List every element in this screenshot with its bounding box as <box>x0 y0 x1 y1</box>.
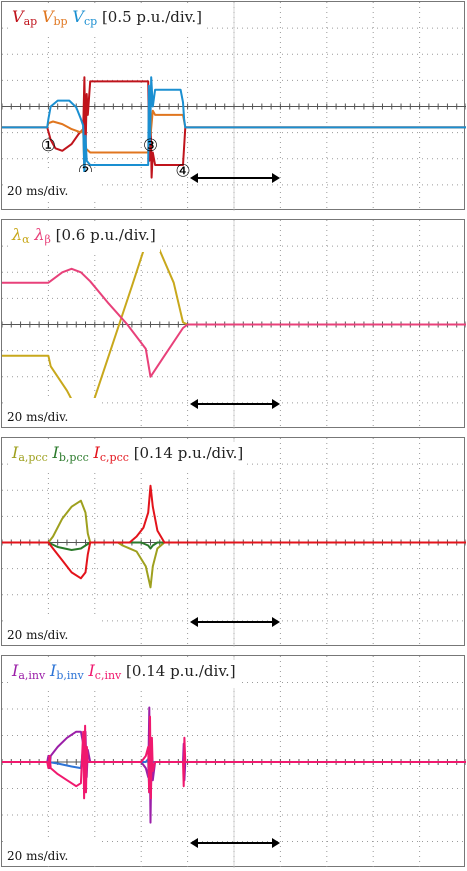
legend-entry-ia-inv: Ia,inv <box>12 661 46 682</box>
time-scale-label: 20 ms/div. <box>7 184 69 198</box>
grid <box>2 2 466 211</box>
time-scale-arrow <box>3 837 280 849</box>
series-trace-3 <box>2 76 466 179</box>
series-trace-1 <box>2 76 466 179</box>
time-scale-label: 20 ms/div. <box>7 849 69 863</box>
legend-entry-ib-inv: Ib,inv <box>49 661 84 682</box>
scale-label: [0.14 p.u./div.] <box>126 662 236 680</box>
scope-plot-1: ①②③④ <box>2 2 466 211</box>
series-trace-2 <box>2 267 466 378</box>
panel-lambda: λα λβ [0.6 p.u./div.] 20 ms/div. <box>1 219 466 429</box>
panel-inv-current: Ia,inv Ib,inv Ic,inv [0.14 p.u./div.] 20… <box>1 655 466 868</box>
legend-entry-ic-pcc: Ic,pcc <box>93 443 129 464</box>
scale-label: [0.6 p.u./div.] <box>55 226 156 244</box>
legend-entry-ic-inv: Ic,inv <box>88 661 122 682</box>
time-scale-4: 20 ms/div. <box>3 837 280 865</box>
panel-pcc-current: Ia,pcc Ib,pcc Ic,pcc [0.14 p.u./div.] 20… <box>1 437 466 647</box>
scope-plot-4 <box>2 656 466 868</box>
panel-voltage: ①②③④ Vap Vbp Vcp [0.5 p.u./div.] 20 ms/d… <box>1 1 466 211</box>
time-scale-label: 20 ms/div. <box>7 628 69 642</box>
legend-entry-lambda-beta: λβ <box>34 225 51 246</box>
event-marker-3: ③ <box>143 136 158 156</box>
legend-entry-vbp: Vbp <box>41 7 68 28</box>
legend-entry-ia-pcc: Ia,pcc <box>12 443 48 464</box>
series-trace-1 <box>2 228 466 421</box>
scope-plot-3 <box>2 438 466 647</box>
event-marker-1: ① <box>41 136 56 156</box>
legend-3: Ia,pcc Ib,pcc Ic,pcc [0.14 p.u./div.] <box>10 442 248 470</box>
scope-plot-2 <box>2 220 466 429</box>
event-marker-4: ④ <box>175 161 190 181</box>
scale-label: [0.5 p.u./div.] <box>101 8 202 26</box>
time-scale-1: 20 ms/div. <box>3 172 280 200</box>
legend-entry-lambda-alpha: λα <box>12 225 30 246</box>
series-trace-3 <box>2 715 466 800</box>
legend-entry-ib-pcc: Ib,pcc <box>52 443 89 464</box>
time-scale-arrow <box>3 398 280 410</box>
scale-label: [0.14 p.u./div.] <box>133 444 244 462</box>
legend-2: λα λβ [0.6 p.u./div.] <box>10 224 160 252</box>
time-scale-2: 20 ms/div. <box>3 398 280 426</box>
time-scale-3: 20 ms/div. <box>3 616 280 644</box>
legend-entry-vap: Vap <box>12 7 38 28</box>
time-scale-arrow <box>3 616 280 628</box>
time-scale-arrow <box>3 172 280 184</box>
time-scale-label: 20 ms/div. <box>7 410 69 424</box>
legend-1: Vap Vbp Vcp [0.5 p.u./div.] <box>10 6 206 34</box>
series-trace-3 <box>2 484 466 580</box>
legend-entry-vcp: Vcp <box>72 7 98 28</box>
legend-4: Ia,inv Ib,inv Ic,inv [0.14 p.u./div.] <box>10 660 240 688</box>
